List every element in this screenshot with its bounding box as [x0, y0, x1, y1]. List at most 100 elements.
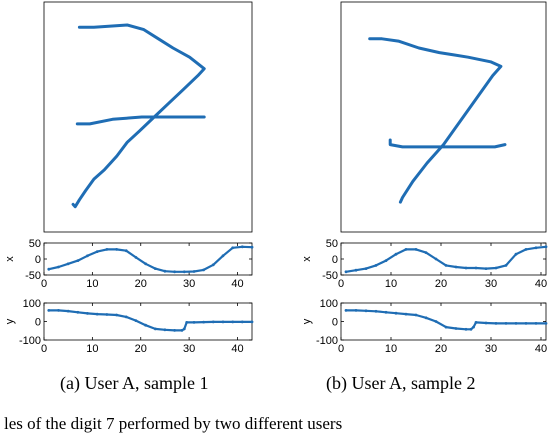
a-x-xtick-label: 10 [86, 278, 98, 290]
b-y-point [454, 327, 458, 330]
b-x-point [464, 266, 468, 270]
a-y-ylabel: y [4, 318, 16, 324]
a-x-point [240, 245, 244, 249]
a-x-point [192, 270, 196, 273]
a-y-point [57, 309, 60, 312]
b-x-xtick-label: 0 [338, 278, 344, 290]
a-x-point [134, 256, 138, 259]
b-x-point [474, 266, 478, 270]
b-y-point [534, 322, 538, 325]
b-x-point [374, 264, 378, 267]
b-y-point [374, 309, 378, 313]
b-y-ytick-label: -100 [316, 335, 338, 347]
a-x-xtick-label: 20 [135, 278, 147, 290]
b-y-point [464, 327, 468, 331]
a-x-point [144, 262, 148, 266]
a-x-point [86, 254, 89, 258]
b-x-xtick-label: 10 [385, 278, 397, 290]
b-trajectory-frame [340, 1, 547, 233]
b-x-xtick-label: 20 [435, 278, 447, 290]
b-y-ylabel: y [301, 318, 313, 324]
a-trajectory-series-0 [71, 23, 206, 209]
a-y-point [211, 320, 215, 324]
b-x-point [424, 251, 428, 255]
b-x-point [544, 245, 548, 249]
b-y-point [414, 313, 418, 317]
a-x-ytick-label: 50 [29, 238, 41, 250]
a-x-point [250, 245, 254, 249]
b-x-point [384, 259, 388, 262]
a-y-point [240, 320, 244, 324]
a-y-point [231, 320, 235, 324]
a-y-point [115, 313, 118, 317]
b-y-xtick-label: 40 [535, 343, 547, 355]
b-y-xtick-label: 20 [435, 343, 447, 355]
a-trajectory-frame [43, 1, 253, 233]
a-y-point [47, 309, 51, 312]
a-y-point [105, 313, 109, 316]
b-x-point [444, 264, 448, 267]
a-y-point [202, 320, 206, 324]
a-y-point [144, 323, 148, 327]
a-y-series-0 [47, 309, 254, 332]
b-x-point [434, 257, 438, 261]
a-x-point [76, 259, 80, 262]
b-x-series-0 [344, 245, 548, 273]
a-x-point [173, 270, 177, 274]
a-x-point [115, 248, 118, 251]
b-y-point [474, 321, 478, 324]
b-trajectory-series-1 [388, 138, 507, 149]
a-x-xtick-label: 30 [183, 278, 195, 290]
a-x-point [163, 269, 167, 273]
b-trajectory-series-0 [368, 37, 503, 204]
a-y-ytick-label: -100 [19, 335, 41, 347]
a-y-point [76, 310, 80, 314]
a-x-point [211, 263, 215, 267]
b-x-ytick-label: -50 [322, 270, 338, 282]
a-x-ytick-label: 0 [35, 254, 41, 266]
caption-a: (a) User A, sample 1 [60, 373, 209, 393]
b-x-point [454, 265, 458, 269]
a-y-point [221, 320, 225, 324]
a-y-xtick-label: 30 [183, 343, 195, 355]
b-y-point [344, 309, 348, 312]
a-x-point [221, 254, 225, 258]
a-y-point [163, 328, 167, 332]
b-y-point [472, 325, 475, 329]
b-x-point [504, 264, 508, 267]
b-y-ytick-label: 0 [332, 317, 338, 329]
b-y-frame [340, 302, 547, 341]
a-x-point [182, 270, 186, 274]
b-x-xtick-label: 30 [485, 278, 497, 290]
caption-b: (b) User A, sample 2 [326, 373, 476, 393]
a-x-xtick-label: 40 [231, 278, 243, 290]
a-y-point [66, 309, 70, 313]
a-y-point [250, 320, 254, 324]
a-y-point [173, 329, 177, 332]
a-x-point [153, 267, 157, 270]
b-y-xtick-label: 0 [338, 343, 344, 355]
a-x-point [66, 262, 70, 266]
a-x-ytick-label: -50 [25, 270, 41, 282]
a-y-point [95, 312, 99, 316]
b-y-point [424, 316, 428, 320]
partial-caption: les of the digit 7 performed by two diff… [4, 414, 343, 433]
b-y-point [364, 309, 368, 313]
a-y-ytick-label: 0 [35, 317, 41, 329]
b-y-point [494, 322, 498, 325]
a-x-point [202, 268, 206, 272]
a-x-point [105, 248, 109, 251]
b-x-point [484, 267, 488, 270]
a-x-point [124, 249, 128, 253]
b-x-point [494, 266, 498, 270]
a-x-point [95, 250, 99, 254]
b-x-point [414, 248, 418, 251]
a-y-point [182, 327, 186, 331]
a-trajectory-series-1 [75, 115, 206, 126]
b-x-point [344, 270, 348, 274]
a-y-xtick-label: 40 [231, 343, 243, 355]
a-y-point [185, 321, 189, 324]
b-x-point [404, 248, 408, 251]
a-y-point [192, 321, 196, 324]
